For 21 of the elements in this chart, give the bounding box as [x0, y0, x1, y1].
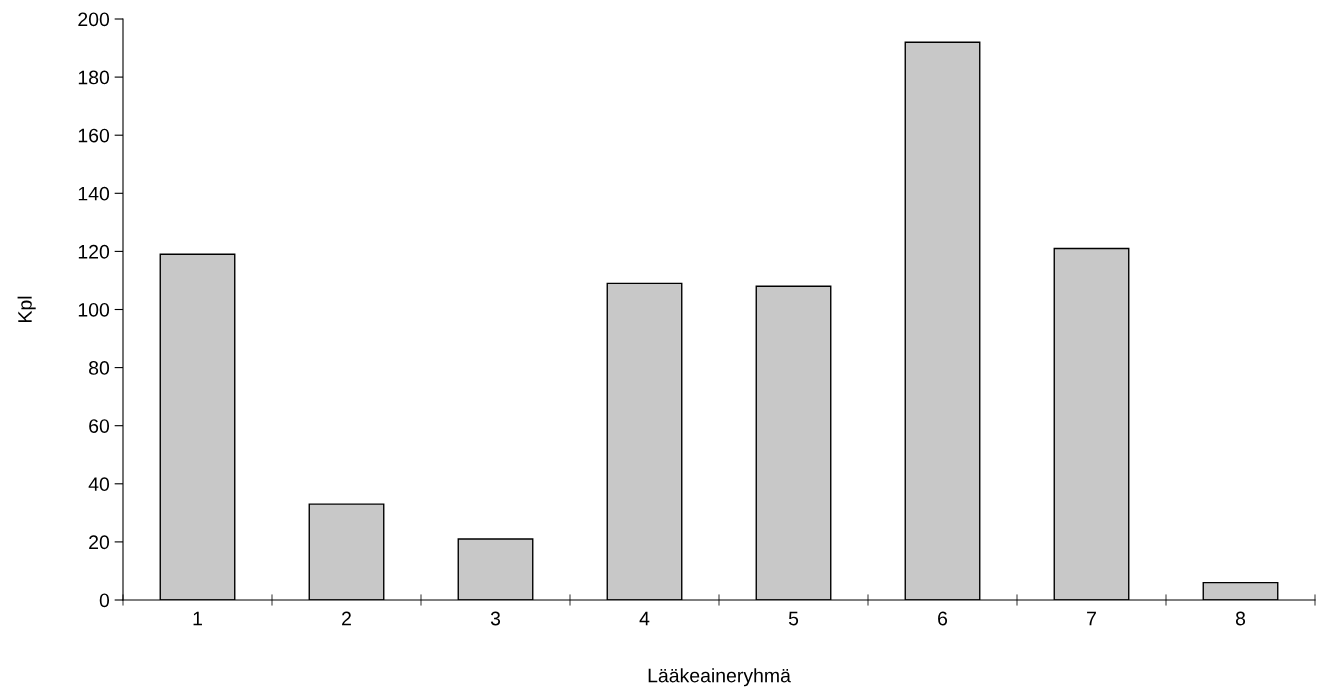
- y-tick-label: 60: [89, 419, 110, 433]
- y-tick-label: 140: [78, 186, 110, 201]
- x-axis-title: Lääkeaineryhmä: [648, 668, 791, 687]
- y-tick-label: 180: [78, 70, 110, 85]
- x-tick-label: 2: [342, 611, 351, 626]
- x-tick-label: 1: [193, 611, 202, 626]
- y-tick-label: 40: [88, 477, 110, 492]
- y-tick-label: 160: [78, 128, 110, 143]
- x-tick-label: 6: [938, 611, 948, 626]
- y-axis-title: Kpl: [17, 296, 36, 322]
- x-tick-label: 4: [639, 611, 650, 626]
- x-tick-label: 8: [1235, 611, 1246, 626]
- y-tick-label: 20: [89, 535, 110, 550]
- y-tick-label: 0: [99, 593, 110, 608]
- x-tick-label: 3: [490, 611, 501, 626]
- y-tick-label: 200: [78, 12, 110, 27]
- x-tick-label: 7: [1087, 611, 1096, 626]
- x-tick-label: 5: [788, 611, 799, 626]
- y-tick-label: 80: [89, 361, 110, 375]
- y-tick-label: 120: [78, 244, 110, 259]
- y-tick-label: 100: [78, 302, 110, 317]
